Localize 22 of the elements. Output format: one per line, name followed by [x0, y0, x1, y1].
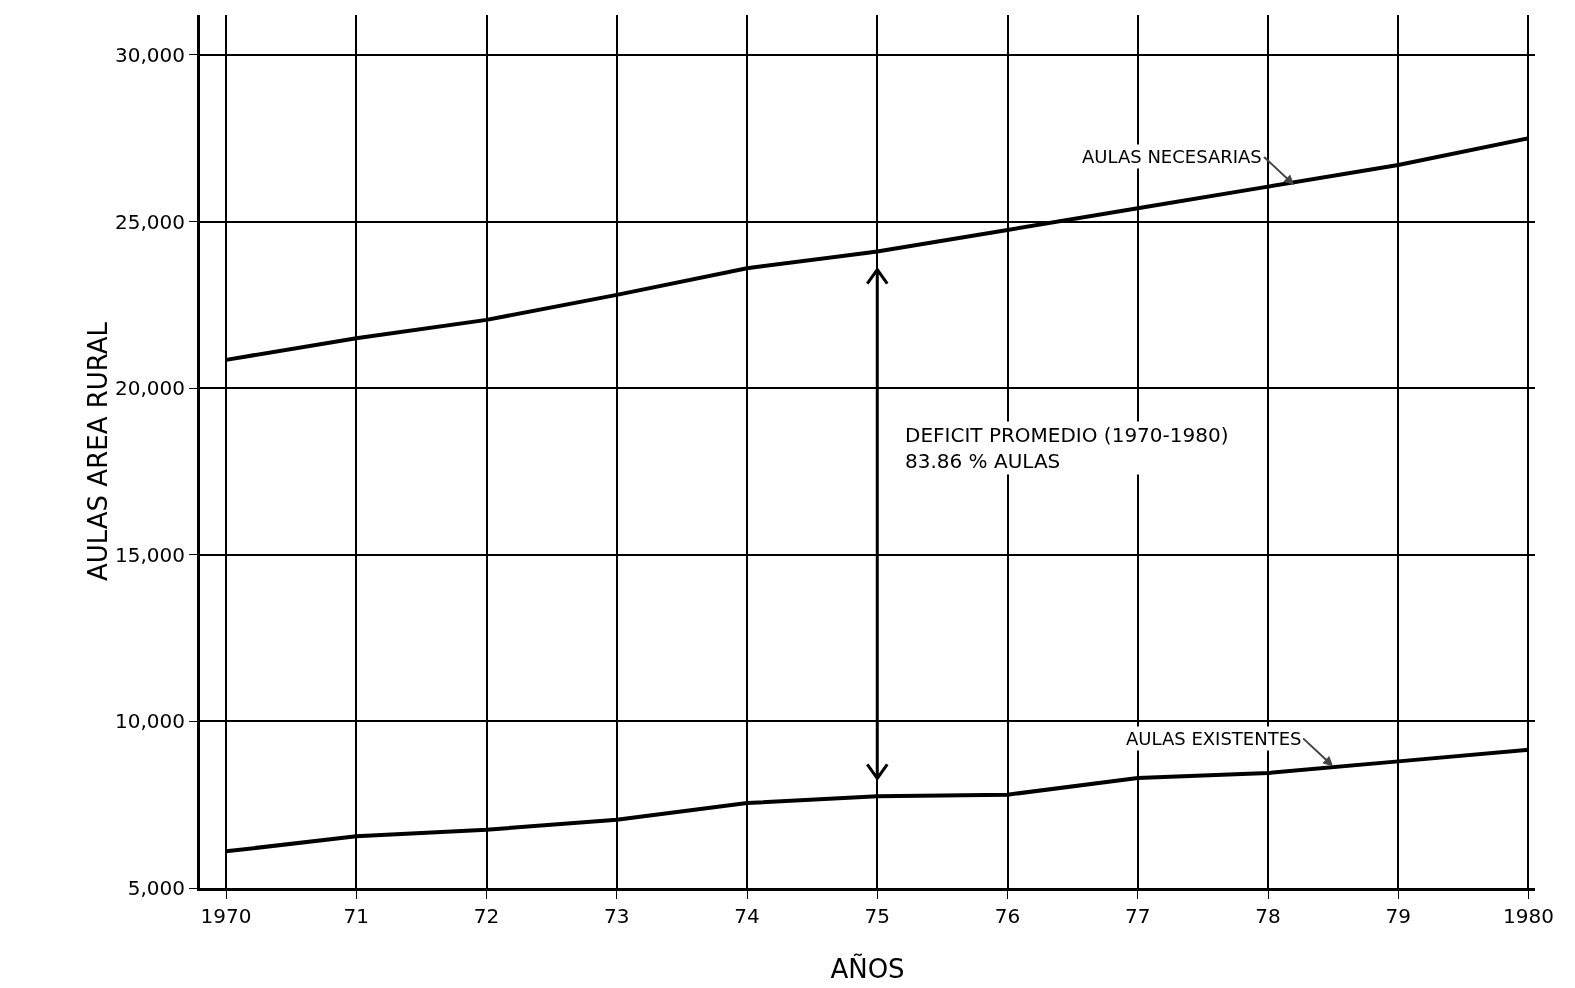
- annotation: AULAS EXISTENTES: [1126, 728, 1302, 749]
- y-tick-label: 10,000: [115, 709, 185, 734]
- x-tick-label: 72: [473, 904, 500, 928]
- y-tick-label: 20,000: [115, 376, 185, 401]
- x-tick-label: 79: [1385, 904, 1411, 928]
- y-tick-label: 15,000: [115, 542, 185, 567]
- x-tick-label: 73: [604, 904, 630, 928]
- x-tick-label: 78: [1255, 904, 1281, 928]
- x-tick-label: 71: [343, 904, 370, 928]
- y-tick-label: 5,000: [127, 876, 185, 900]
- y-tick-label: 25,000: [115, 209, 185, 234]
- x-tick-label: 75: [864, 904, 890, 928]
- annotation: DEFICIT PROMEDIO (1970-1980) 83.86 % AULAS: [905, 423, 1229, 473]
- x-axis-title: AÑOS: [830, 953, 905, 984]
- x-tick-label: 76: [994, 904, 1021, 928]
- y-tick-label: 30,000: [115, 42, 185, 67]
- y-axis-title: AULAS AREA RURAL: [83, 321, 114, 582]
- annotation: AULAS NECESARIAS: [1082, 146, 1262, 167]
- x-tick-label: 74: [734, 904, 760, 928]
- x-tick-label: 1970: [200, 904, 252, 928]
- x-tick-label: 1980: [1503, 904, 1554, 928]
- x-tick-label: 77: [1125, 904, 1151, 928]
